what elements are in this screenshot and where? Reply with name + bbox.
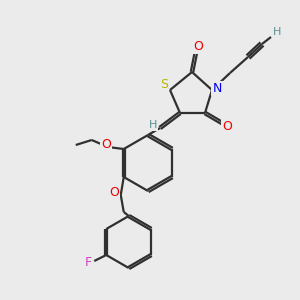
- Text: S: S: [160, 79, 168, 92]
- Text: H: H: [273, 27, 281, 37]
- Text: O: O: [109, 187, 119, 200]
- Text: O: O: [101, 139, 111, 152]
- Text: N: N: [212, 82, 222, 94]
- Text: F: F: [85, 256, 92, 269]
- Text: O: O: [193, 40, 203, 52]
- Text: H: H: [149, 120, 157, 130]
- Text: O: O: [222, 119, 232, 133]
